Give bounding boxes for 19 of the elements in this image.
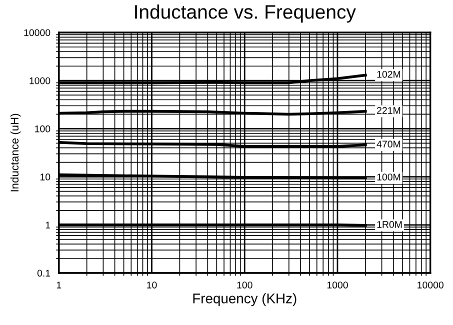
y-tick-label: 1 xyxy=(46,222,50,228)
series-label: 221M xyxy=(377,107,400,114)
series-label: 470M xyxy=(376,140,400,148)
series-label: 100M xyxy=(377,174,400,180)
y-tick-label: 1000 xyxy=(30,77,50,84)
y-tick-label: 0.1 xyxy=(37,270,50,277)
series-label: 102M xyxy=(377,70,400,78)
y-tick-label: 100 xyxy=(35,125,50,132)
chart-title: Inductance vs. Frequency xyxy=(135,4,356,23)
y-axis-title: Inductance (uH) xyxy=(10,114,21,192)
x-tick-label: 10000 xyxy=(418,282,444,288)
y-tick-label: 10 xyxy=(40,174,50,180)
x-tick-label: 1 xyxy=(56,282,62,288)
y-tick-label: 10000 xyxy=(24,29,50,36)
series-label: 1R0M xyxy=(377,221,402,228)
x-axis-title: Frequency (KHz) xyxy=(193,293,296,306)
x-tick-label: 10 xyxy=(147,282,157,288)
x-tick-label: 100 xyxy=(237,282,252,288)
x-tick-label: 1000 xyxy=(327,282,348,288)
